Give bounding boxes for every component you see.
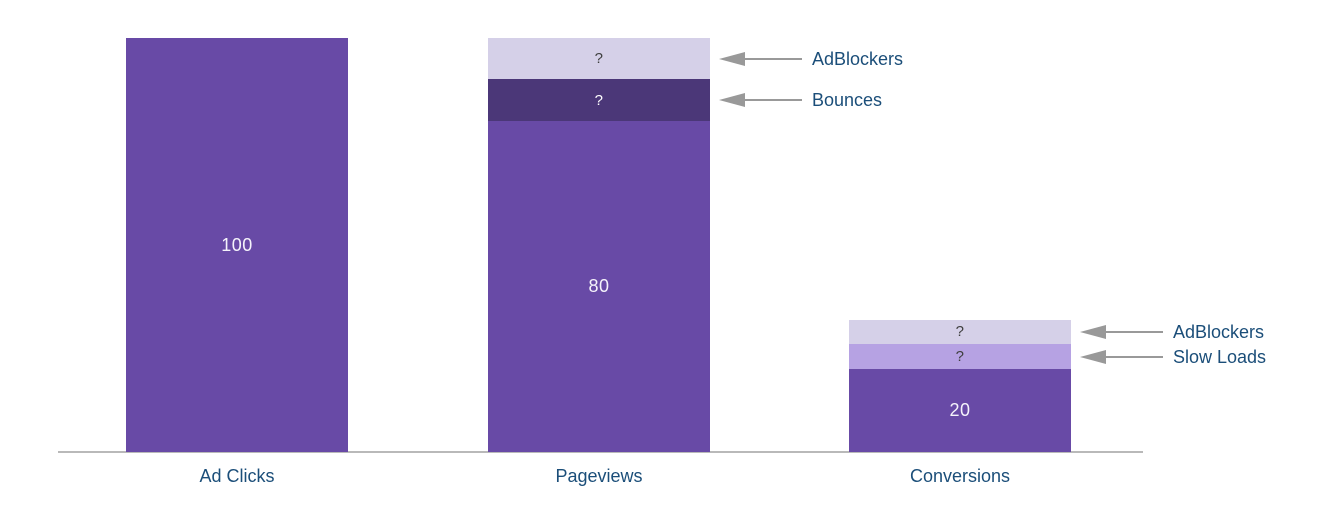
segment-value-label: ? [594,91,604,109]
left-arrow-icon [719,93,745,107]
segment-value-label: 100 [221,234,253,255]
annotation-label-adblockers: AdBlockers [1173,322,1265,342]
segment-value-label: ? [594,50,604,68]
annotation-label-adblockers: AdBlockers [812,49,904,69]
bar-segment-pageviews-pageviews: 80 [488,120,710,452]
segment-value-label: ? [955,323,965,341]
bar-segment-pageviews-adblockers: ? [488,38,710,80]
bar-segment-ad-clicks-ad-clicks: 100 [126,38,348,452]
annotation-label-bounces: Bounces [812,90,883,110]
category-label-ad-clicks: Ad Clicks [199,466,275,486]
left-arrow-icon [1080,325,1106,339]
bar-segment-conversions-conversions: 20 [849,369,1071,452]
left-arrow-icon [1080,350,1106,364]
left-arrow-icon [719,52,745,66]
arrow-tail-line [1104,356,1163,358]
bar-segment-conversions-slow-loads: ? [849,344,1071,370]
segment-value-label: 20 [949,400,971,421]
annotation-label-slow-loads: Slow Loads [1173,347,1267,367]
arrow-tail-line [743,58,802,60]
category-label-conversions: Conversions [909,466,1011,486]
x-axis-line [58,451,1143,453]
bar-segment-pageviews-bounces: ? [488,79,710,121]
arrow-tail-line [743,99,802,101]
bar-segment-conversions-adblockers: ? [849,319,1071,345]
segment-value-label: ? [955,348,965,366]
segment-value-label: 80 [588,275,610,296]
arrow-tail-line [1104,331,1163,333]
category-label-pageviews: Pageviews [555,466,643,486]
